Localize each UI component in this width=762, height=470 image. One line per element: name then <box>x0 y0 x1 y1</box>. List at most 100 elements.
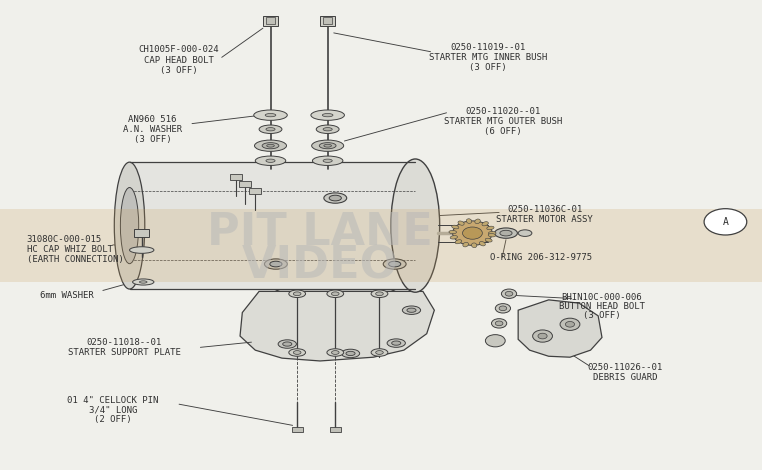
Ellipse shape <box>391 159 440 292</box>
Ellipse shape <box>500 230 512 236</box>
Ellipse shape <box>312 140 344 151</box>
Ellipse shape <box>495 228 517 238</box>
Ellipse shape <box>139 281 147 283</box>
Text: (3 OFF): (3 OFF) <box>469 63 507 72</box>
Ellipse shape <box>376 292 383 296</box>
Ellipse shape <box>488 234 496 237</box>
Bar <box>0 209 762 282</box>
Ellipse shape <box>322 114 333 117</box>
Ellipse shape <box>449 230 456 234</box>
Ellipse shape <box>324 144 331 147</box>
Ellipse shape <box>346 352 355 355</box>
Text: STARTER MTG INNER BUSH: STARTER MTG INNER BUSH <box>428 53 547 62</box>
Ellipse shape <box>259 125 282 133</box>
Text: 0250-11019--01: 0250-11019--01 <box>450 42 525 52</box>
Text: CAP HEAD BOLT: CAP HEAD BOLT <box>144 55 214 65</box>
Circle shape <box>491 319 507 328</box>
Ellipse shape <box>450 235 457 239</box>
Ellipse shape <box>479 242 485 246</box>
Ellipse shape <box>319 143 336 149</box>
Bar <box>323 17 332 24</box>
Ellipse shape <box>324 193 347 203</box>
Ellipse shape <box>485 238 492 242</box>
Ellipse shape <box>329 195 341 201</box>
Text: (3 OFF): (3 OFF) <box>160 65 198 75</box>
Ellipse shape <box>255 156 286 165</box>
Bar <box>230 174 242 180</box>
Ellipse shape <box>475 219 480 224</box>
Polygon shape <box>518 300 602 357</box>
Text: 0250-11036C-01: 0250-11036C-01 <box>507 205 582 214</box>
Ellipse shape <box>240 181 431 303</box>
Text: O-RING 206-312-9775: O-RING 206-312-9775 <box>490 253 592 262</box>
Ellipse shape <box>518 230 532 236</box>
Text: BHIN10C-000-006: BHIN10C-000-006 <box>562 292 642 302</box>
Text: (3 OFF): (3 OFF) <box>133 135 171 144</box>
Ellipse shape <box>255 140 287 151</box>
Text: 0250-11026--01: 0250-11026--01 <box>588 363 662 372</box>
Ellipse shape <box>389 261 401 267</box>
Text: 3/4" LONG: 3/4" LONG <box>88 405 137 415</box>
Ellipse shape <box>458 221 464 225</box>
Text: 01 4" CELLOCK PIN: 01 4" CELLOCK PIN <box>67 396 158 405</box>
Ellipse shape <box>283 342 292 346</box>
Ellipse shape <box>311 110 344 120</box>
Ellipse shape <box>266 159 275 162</box>
Ellipse shape <box>376 351 383 354</box>
Polygon shape <box>240 291 434 361</box>
Ellipse shape <box>472 243 477 248</box>
Bar <box>320 16 335 26</box>
Ellipse shape <box>289 349 306 356</box>
Ellipse shape <box>371 290 388 298</box>
Circle shape <box>499 306 507 311</box>
Text: STARTER MTG OUTER BUSH: STARTER MTG OUTER BUSH <box>443 117 562 126</box>
Text: DEBRIS GUARD: DEBRIS GUARD <box>593 373 657 382</box>
Ellipse shape <box>312 156 343 165</box>
Text: PIT LANE: PIT LANE <box>207 211 433 254</box>
Ellipse shape <box>488 232 496 235</box>
Text: AN960 516: AN960 516 <box>128 115 177 125</box>
Text: STARTER SUPPORT PLATE: STARTER SUPPORT PLATE <box>68 347 181 357</box>
Ellipse shape <box>265 114 276 117</box>
Bar <box>249 188 261 194</box>
Ellipse shape <box>466 219 472 223</box>
Bar <box>263 16 278 26</box>
Circle shape <box>704 209 747 235</box>
Ellipse shape <box>323 159 332 162</box>
Text: 6mm WASHER: 6mm WASHER <box>40 290 94 300</box>
Circle shape <box>453 221 492 245</box>
Ellipse shape <box>316 125 339 133</box>
Circle shape <box>533 330 552 342</box>
Text: A: A <box>722 217 728 227</box>
Ellipse shape <box>392 341 401 345</box>
Ellipse shape <box>331 292 339 296</box>
Text: STARTER MOTOR ASSY: STARTER MOTOR ASSY <box>497 215 593 224</box>
Ellipse shape <box>264 259 287 269</box>
Ellipse shape <box>270 261 282 267</box>
Ellipse shape <box>130 247 154 253</box>
Ellipse shape <box>383 259 406 269</box>
Ellipse shape <box>402 306 421 314</box>
Bar <box>266 17 275 24</box>
Text: HC CAP WHIZ BOLT: HC CAP WHIZ BOLT <box>27 245 113 254</box>
Ellipse shape <box>293 351 301 354</box>
Ellipse shape <box>482 222 488 226</box>
Ellipse shape <box>323 128 332 131</box>
Ellipse shape <box>266 128 275 131</box>
Circle shape <box>501 289 517 298</box>
Text: 0250-11018--01: 0250-11018--01 <box>87 337 162 347</box>
Text: (3 OFF): (3 OFF) <box>583 311 621 321</box>
Circle shape <box>463 227 482 239</box>
Text: (2 OFF): (2 OFF) <box>94 415 132 424</box>
Text: (EARTH CONNECTION): (EARTH CONNECTION) <box>27 255 123 264</box>
Ellipse shape <box>407 308 416 313</box>
Ellipse shape <box>455 240 462 244</box>
Bar <box>134 229 149 237</box>
Ellipse shape <box>133 279 154 285</box>
Bar <box>330 427 341 432</box>
Ellipse shape <box>254 110 287 120</box>
Bar <box>239 181 251 187</box>
Text: CH1005F-000-024: CH1005F-000-024 <box>139 45 219 54</box>
Ellipse shape <box>120 188 139 264</box>
Ellipse shape <box>327 349 344 356</box>
